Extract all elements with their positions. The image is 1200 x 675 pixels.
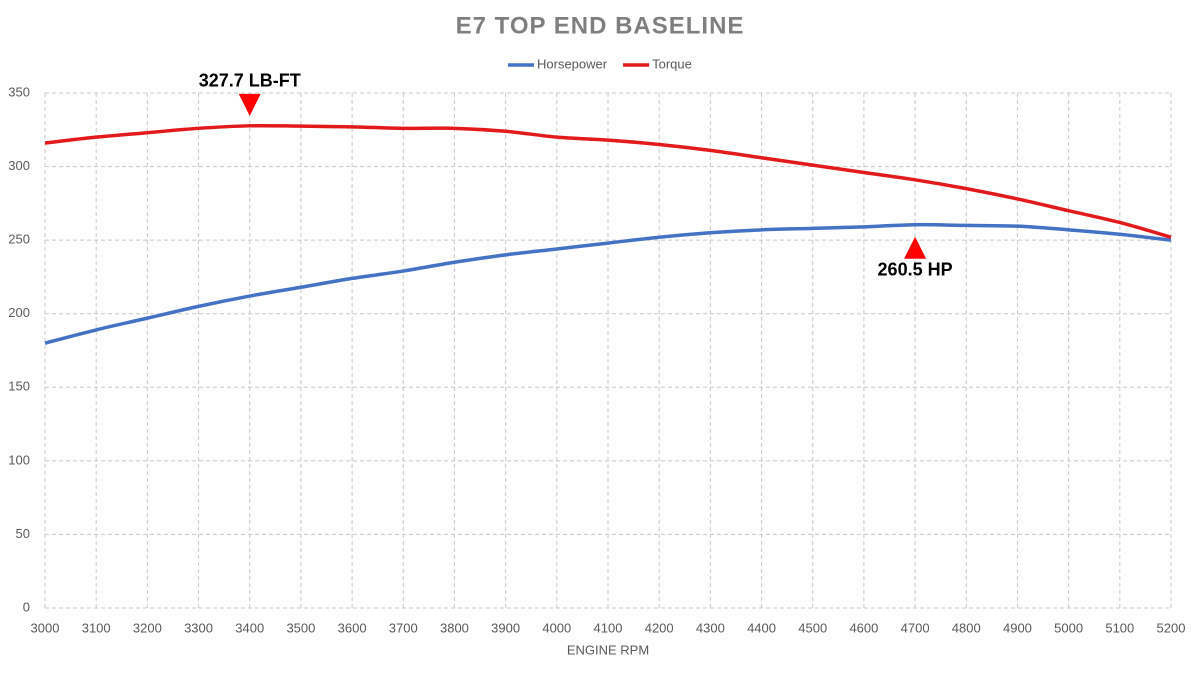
x-axis-title: ENGINE RPM <box>567 642 649 657</box>
y-tick-label: 100 <box>8 452 30 467</box>
annotation-label: 260.5 HP <box>878 259 953 279</box>
x-tick-label: 4100 <box>594 620 623 635</box>
x-tick-label: 3800 <box>440 620 469 635</box>
x-tick-label: 3000 <box>31 620 60 635</box>
x-tick-label: 3500 <box>286 620 315 635</box>
annotation-label: 327.7 LB-FT <box>199 71 301 91</box>
x-tick-label: 4000 <box>542 620 571 635</box>
x-tick-label: 4700 <box>901 620 930 635</box>
x-tick-label: 4200 <box>645 620 674 635</box>
x-tick-label: 5100 <box>1105 620 1134 635</box>
x-tick-label: 3900 <box>491 620 520 635</box>
x-tick-label: 4500 <box>798 620 827 635</box>
x-tick-label: 5000 <box>1054 620 1083 635</box>
x-tick-label: 5200 <box>1157 620 1186 635</box>
series-line <box>44 222 1172 345</box>
y-tick-label: 200 <box>8 305 30 320</box>
series-line <box>44 123 1172 239</box>
x-tick-label: 3400 <box>235 620 264 635</box>
y-tick-label: 150 <box>8 379 30 394</box>
x-tick-label: 4300 <box>696 620 725 635</box>
y-tick-label: 350 <box>8 84 30 99</box>
y-tick-label: 50 <box>16 526 30 541</box>
y-tick-label: 0 <box>23 599 30 614</box>
chart-title: E7 TOP END BASELINE <box>456 12 745 39</box>
x-tick-label: 3200 <box>133 620 162 635</box>
x-tick-label: 4900 <box>1003 620 1032 635</box>
annotation-marker <box>904 236 927 259</box>
annotation-marker <box>238 93 261 116</box>
legend-label: Horsepower <box>537 56 608 71</box>
x-tick-label: 3100 <box>82 620 111 635</box>
x-tick-label: 3300 <box>184 620 213 635</box>
x-tick-label: 4600 <box>849 620 878 635</box>
y-tick-label: 250 <box>8 232 30 247</box>
y-tick-label: 300 <box>8 158 30 173</box>
x-tick-label: 3600 <box>338 620 367 635</box>
legend-label: Torque <box>652 56 692 71</box>
x-tick-label: 4800 <box>952 620 981 635</box>
x-tick-label: 4400 <box>747 620 776 635</box>
x-tick-label: 3700 <box>389 620 418 635</box>
